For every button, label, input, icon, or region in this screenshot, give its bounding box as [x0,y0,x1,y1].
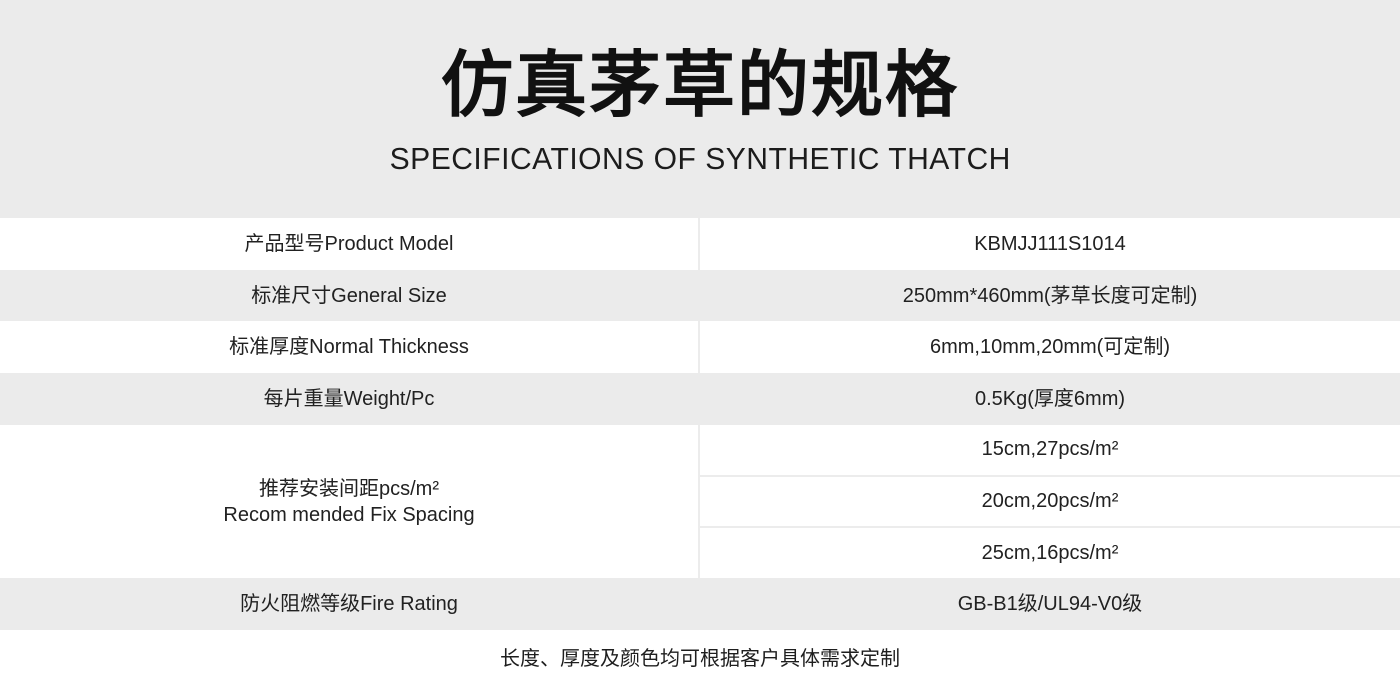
table-row-weight: 每片重量Weight/Pc 0.5Kg(厚度6mm) [0,373,1400,425]
footer: 长度、厚度及颜色均可根据客户具体需求定制 [0,630,1400,682]
row-label: 产品型号Product Model [0,218,700,270]
row-value: KBMJJ111S1014 [974,233,1126,255]
row-label: 防火阻燃等级Fire Rating [0,578,700,630]
row-label-line2: Recom mended Fix Spacing [223,503,475,526]
page-subtitle: SPECIFICATIONS OF SYNTHETIC THATCH [389,140,1011,176]
row-value: 0.5Kg(厚度6mm) [974,388,1126,410]
row-label: 推荐安装间距pcs/m² Recom mended Fix Spacing [0,425,700,578]
page-title: 仿真茅草的规格 [440,46,959,127]
table-row-normal-thickness: 标准厚度Normal Thickness 6mm,10mm,20mm(可定制) [0,321,1400,373]
row-label: 标准尺寸General Size [0,270,700,321]
customization-note: 长度、厚度及颜色均可根据客户具体需求定制 [500,647,900,670]
table-row-product-model: 产品型号Product Model KBMJJ111S1014 [0,218,1400,270]
row-value-stack: 15cm,27pcs/m² 20cm,20pcs/m² 25cm,16pcs/m… [700,425,1400,578]
table-row-fix-spacing: 推荐安装间距pcs/m² Recom mended Fix Spacing 15… [0,425,1400,578]
row-label: 标准厚度Normal Thickness [0,321,700,373]
spec-table: 产品型号Product Model KBMJJ111S1014 标准尺寸Gene… [0,218,1400,630]
table-row-fire-rating: 防火阻燃等级Fire Rating GB-B1级/UL94-V0级 [0,578,1400,630]
fix-spacing-option: 15cm,27pcs/m² [700,425,1400,477]
table-row-general-size: 标准尺寸General Size 250mm*460mm(茅草长度可定制) [0,270,1400,321]
row-label: 每片重量Weight/Pc [0,373,700,425]
row-value: 6mm,10mm,20mm(可定制) [929,336,1170,358]
row-label-line1: 推荐安装间距pcs/m² [259,477,439,500]
fix-spacing-option: 20cm,20pcs/m² [700,477,1400,529]
header: 仿真茅草的规格 SPECIFICATIONS OF SYNTHETIC THAT… [0,0,1400,218]
row-value: 250mm*460mm(茅草长度可定制) [902,284,1198,307]
row-value: GB-B1级/UL94-V0级 [957,593,1143,615]
fix-spacing-option: 25cm,16pcs/m² [981,541,1119,564]
